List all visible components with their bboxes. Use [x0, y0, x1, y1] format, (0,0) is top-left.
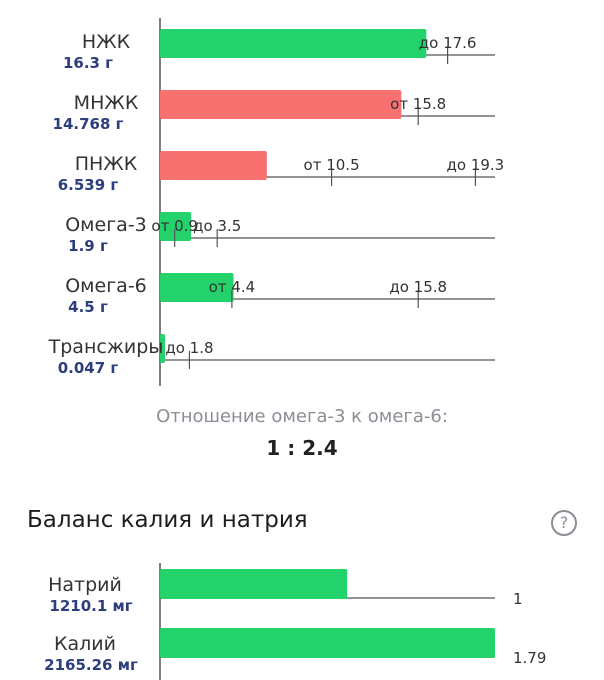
omega-ratio-value: 1 : 2.4 [266, 436, 338, 460]
reference-label: до 3.5 [193, 217, 241, 235]
bar [160, 628, 495, 658]
bar [160, 29, 427, 58]
reference-label: от 0.9 [151, 217, 198, 235]
bar [160, 151, 267, 180]
nutrient-name: Омега-3 [65, 214, 147, 236]
nutrient-amount: 0.047 г [58, 359, 119, 377]
reference-label: от 4.4 [209, 278, 256, 296]
reference-label: до 19.3 [447, 156, 505, 174]
value-label: 1 [513, 590, 523, 608]
reference-label: от 10.5 [304, 156, 360, 174]
nutrient-name: ПНЖК [75, 153, 138, 175]
reference-label: до 17.6 [419, 34, 477, 52]
reference-label: до 15.8 [389, 278, 447, 296]
reference-label: от 15.8 [390, 95, 446, 113]
bar [160, 569, 348, 599]
element-name: Натрий [48, 574, 122, 596]
help-icon[interactable]: ? [551, 510, 577, 536]
bar [160, 90, 402, 119]
element-amount: 1210.1 мг [49, 597, 132, 615]
value-label: 1.79 [513, 649, 546, 667]
element-amount: 2165.26 мг [44, 656, 138, 674]
nutrient-amount: 6.539 г [58, 176, 119, 194]
nutrient-amount: 16.3 г [63, 54, 113, 72]
nutrient-name: Омега-6 [65, 275, 147, 297]
nutrient-name: НЖК [82, 31, 131, 53]
bar [160, 212, 192, 241]
bar [160, 273, 234, 302]
nutrient-amount: 1.9 г [68, 237, 108, 255]
reference-label: до 1.8 [165, 339, 213, 357]
bar [160, 334, 165, 363]
nutrient-amount: 4.5 г [68, 298, 108, 316]
section-title: Баланс калия и натрия [27, 507, 308, 533]
nutrient-name: Трансжиры [48, 336, 164, 358]
element-name: Калий [54, 633, 116, 655]
omega-ratio-caption: Отношение омега-3 к омега-6: [156, 406, 448, 427]
nutrient-amount: 14.768 г [53, 115, 124, 133]
nutrient-name: МНЖК [74, 92, 139, 114]
